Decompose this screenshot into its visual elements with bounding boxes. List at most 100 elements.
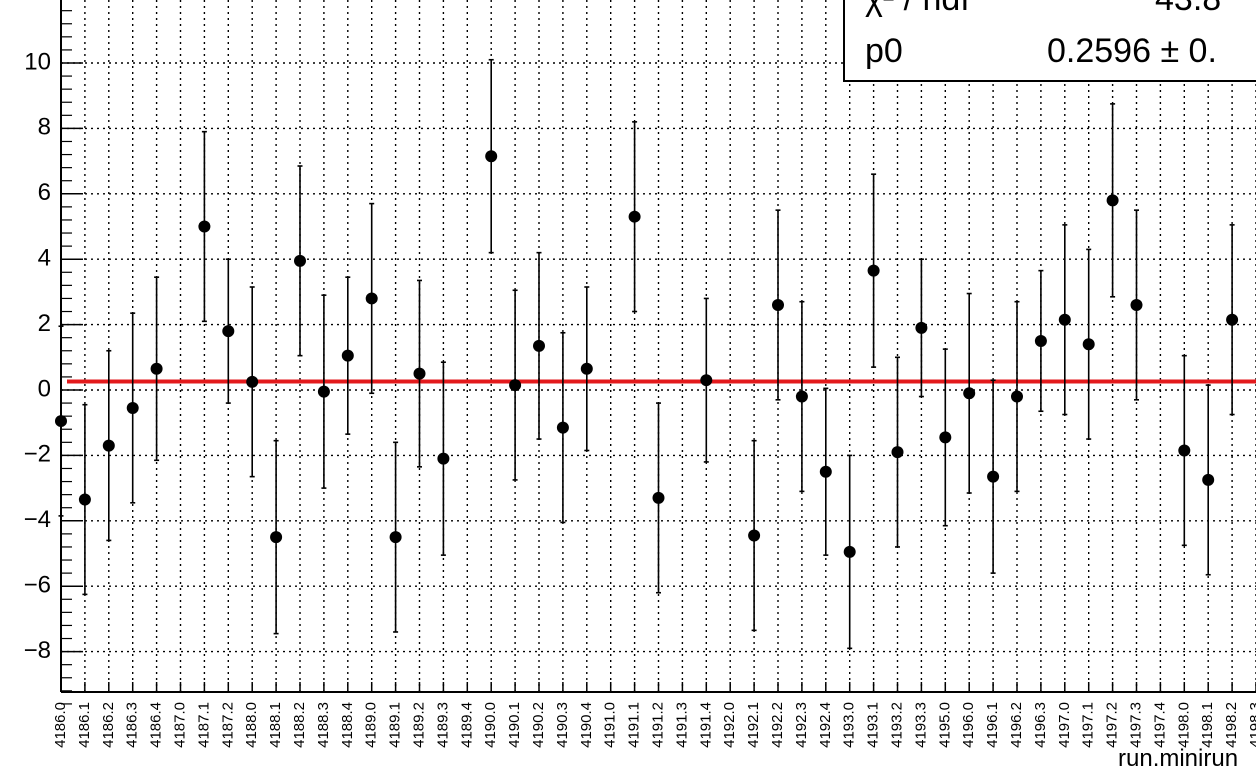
x-tick-label: 4195.0 <box>936 702 953 748</box>
marker <box>772 298 784 311</box>
data-point <box>294 165 306 357</box>
x-tick-label: 4186.4 <box>148 702 165 748</box>
marker <box>1226 313 1239 326</box>
p0-value: 0.2596 ± 0. <box>1047 32 1217 70</box>
data-point <box>485 58 498 254</box>
x-tick-label: 4192.2 <box>769 702 786 748</box>
x-tick-label: 4198.3 <box>1247 702 1256 748</box>
marker <box>1058 313 1071 326</box>
data-point <box>150 276 163 462</box>
data-point <box>102 349 115 542</box>
x-tick-label: 4197.3 <box>1127 702 1144 748</box>
marker <box>270 531 283 544</box>
x-tick-label: 4191.0 <box>602 702 619 748</box>
x-tick-label: 4197.2 <box>1104 702 1121 748</box>
data-point <box>843 454 856 650</box>
data-point <box>795 300 808 493</box>
data-point <box>533 251 545 440</box>
data-point <box>1034 269 1047 413</box>
x-tick-label: 4189.4 <box>458 702 475 748</box>
data-point <box>915 258 928 398</box>
x-tick-label: 4192.0 <box>721 702 738 748</box>
x-tick-label: 4189.2 <box>410 702 427 748</box>
x-tick-label: 4188.1 <box>267 702 284 748</box>
x-tick-label: 4187.2 <box>219 702 236 748</box>
data-point <box>1106 103 1119 298</box>
data-point <box>580 286 593 452</box>
x-tick-label: 4190.4 <box>578 702 595 748</box>
x-tick-label: 4186.0 <box>52 702 69 748</box>
x-tick-label: 4187.1 <box>195 702 212 748</box>
y-tick-label: −4 <box>24 506 51 533</box>
data-point <box>198 130 211 323</box>
marker <box>748 529 761 542</box>
y-tick-label: −6 <box>24 572 51 599</box>
x-tick-label: 4187.0 <box>171 702 188 748</box>
x-tick-label: 4190.2 <box>530 702 547 748</box>
y-tick-label: 10 <box>24 48 51 75</box>
data-point <box>1226 224 1239 416</box>
x-tick-label: 4186.3 <box>124 702 141 748</box>
marker <box>1082 338 1095 351</box>
data-point <box>772 209 784 401</box>
marker <box>963 387 976 400</box>
marker <box>485 150 498 163</box>
x-tick-label: 4188.0 <box>243 702 260 748</box>
data-points <box>55 58 1239 650</box>
y-tick-label: 0 <box>38 375 51 402</box>
x-axis-title: run.minirun <box>1118 745 1239 772</box>
x-tick-label: 4186.1 <box>76 702 93 748</box>
marker <box>317 385 330 398</box>
chi2-label: χ² / ndf <box>865 0 970 19</box>
x-tick-label: 4188.4 <box>339 702 356 748</box>
y-tick-label: 2 <box>38 310 51 337</box>
data-point <box>867 173 880 368</box>
x-tick-label: 4196.1 <box>984 702 1001 748</box>
marker <box>580 362 593 375</box>
data-point <box>1082 248 1095 440</box>
marker <box>365 292 378 305</box>
marker <box>843 545 856 558</box>
marker <box>628 210 641 223</box>
data-point <box>628 121 641 313</box>
data-point <box>556 331 569 524</box>
marker <box>1011 390 1023 403</box>
marker <box>533 339 545 352</box>
data-point <box>1202 384 1215 576</box>
x-tick-label: 4189.0 <box>363 702 380 748</box>
data-point <box>413 279 426 468</box>
x-tick-label: 4197.4 <box>1151 702 1168 748</box>
data-point <box>437 361 450 556</box>
x-tick-label: 4190.3 <box>554 702 571 748</box>
data-point <box>246 286 259 478</box>
data-point <box>222 258 235 404</box>
x-tick-label: 4197.0 <box>1056 702 1073 748</box>
data-point <box>78 403 91 596</box>
data-point <box>509 289 522 481</box>
marker <box>198 220 211 233</box>
data-point <box>748 439 761 632</box>
x-tick-label: 4192.3 <box>793 702 810 748</box>
x-tick-label: 4196.2 <box>1008 702 1025 748</box>
x-tick-label: 4190.0 <box>482 702 499 748</box>
axes <box>60 0 1256 705</box>
y-tick-label: −8 <box>24 637 51 664</box>
x-tick-label: 4197.1 <box>1080 702 1097 748</box>
data-point <box>389 441 402 633</box>
marker <box>1178 444 1191 457</box>
marker <box>556 421 569 434</box>
marker <box>1202 473 1215 486</box>
data-point <box>126 312 139 504</box>
x-tick-label: 4188.2 <box>291 702 308 748</box>
y-tick-label: 4 <box>38 245 51 272</box>
marker <box>1130 298 1143 311</box>
data-point <box>365 202 378 395</box>
x-tick-label: 4192.4 <box>817 702 834 748</box>
data-point <box>819 387 832 556</box>
x-tick-label: 4189.1 <box>387 702 404 748</box>
x-tick-label: 4190.1 <box>506 702 523 748</box>
x-tick-label: 4198.2 <box>1223 702 1240 748</box>
marker <box>652 491 665 504</box>
marker <box>867 264 880 277</box>
